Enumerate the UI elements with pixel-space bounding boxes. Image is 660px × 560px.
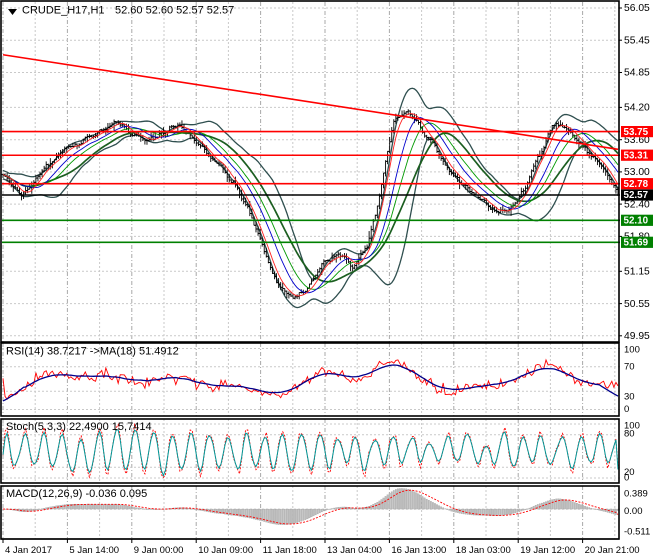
svg-text:54.85: 54.85 [624, 68, 650, 79]
svg-text:CRUDE_H17,H1: CRUDE_H17,H1 [22, 5, 105, 17]
svg-text:RSI(14) 38.7217 ->MA(18) 51.4: RSI(14) 38.7217 ->MA(18) 51.4912 [6, 346, 179, 358]
svg-text:16 Jan 13:00: 16 Jan 13:00 [391, 545, 446, 556]
svg-text:20 Jan 21:00: 20 Jan 21:00 [585, 545, 640, 556]
svg-text:56.05: 56.05 [624, 3, 650, 14]
svg-text:52.60 52.60 52.57 52.57: 52.60 52.60 52.57 52.57 [115, 5, 234, 17]
svg-text:10 Jan 09:00: 10 Jan 09:00 [198, 545, 253, 556]
svg-text:9 Jan 00:00: 9 Jan 00:00 [134, 545, 184, 556]
svg-text:0: 0 [624, 404, 629, 415]
svg-text:100: 100 [624, 345, 640, 356]
svg-text:52.57: 52.57 [624, 190, 649, 201]
svg-text:54.20: 54.20 [624, 103, 650, 114]
svg-text:MACD(12,26,9) -0.036 0.095: MACD(12,26,9) -0.036 0.095 [6, 488, 147, 500]
svg-text:-0.511: -0.511 [624, 526, 650, 537]
svg-text:11 Jan 18:00: 11 Jan 18:00 [263, 545, 317, 556]
svg-text:70: 70 [624, 361, 635, 372]
svg-text:4 Jan 2017: 4 Jan 2017 [5, 545, 52, 556]
svg-text:50.55: 50.55 [624, 299, 650, 310]
svg-text:0: 0 [624, 473, 629, 484]
svg-text:52.10: 52.10 [624, 216, 649, 227]
svg-text:53.00: 53.00 [624, 167, 650, 178]
svg-text:18 Jan 03:00: 18 Jan 03:00 [456, 545, 511, 556]
svg-text:52.78: 52.78 [624, 179, 649, 190]
svg-text:30: 30 [624, 391, 635, 402]
svg-text:51.15: 51.15 [624, 267, 650, 278]
svg-text:55.45: 55.45 [624, 35, 650, 46]
svg-text:5 Jan 14:00: 5 Jan 14:00 [69, 545, 119, 556]
svg-text:13 Jan 04:00: 13 Jan 04:00 [327, 545, 382, 556]
svg-text:53.75: 53.75 [624, 127, 649, 138]
svg-text:53.31: 53.31 [624, 150, 649, 161]
svg-text:49.95: 49.95 [624, 331, 650, 342]
svg-text:0.389: 0.389 [624, 488, 648, 499]
svg-text:80: 80 [624, 429, 635, 440]
svg-text:51.69: 51.69 [624, 238, 649, 249]
svg-text:0.00: 0.00 [624, 506, 643, 517]
svg-text:Stoch(5,3,3) 22,4900 15,7414: Stoch(5,3,3) 22,4900 15,7414 [6, 421, 152, 433]
svg-text:19 Jan 12:00: 19 Jan 12:00 [520, 545, 575, 556]
